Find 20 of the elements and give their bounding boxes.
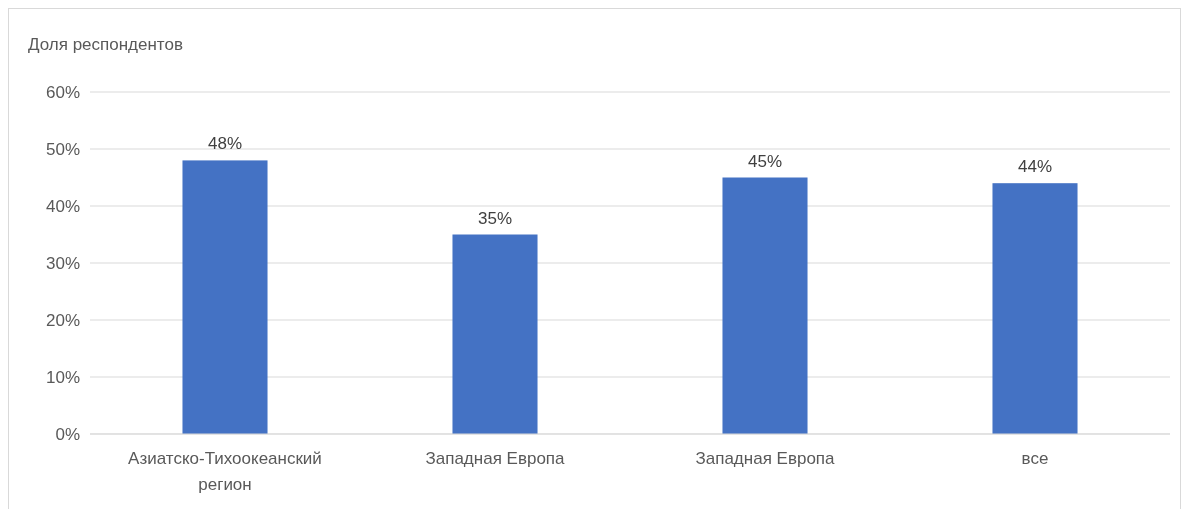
- y-tick-label: 50%: [45, 139, 80, 159]
- data-label: 35%: [477, 208, 513, 228]
- bar: [182, 160, 268, 434]
- y-tick-label: 10%: [45, 367, 80, 387]
- y-tick-label: 30%: [45, 253, 80, 273]
- y-tick-label: 20%: [45, 310, 80, 330]
- x-tick-label: Азиатско-Тихоокеанский регион: [128, 449, 322, 494]
- bar: [452, 234, 538, 434]
- x-tick-label: все: [1021, 449, 1049, 468]
- data-label: 48%: [207, 134, 243, 154]
- bar: [992, 183, 1078, 434]
- y-tick-label: 60%: [45, 82, 80, 102]
- x-tick-label: Западная Европа: [695, 449, 836, 468]
- data-label: 45%: [747, 151, 783, 171]
- x-tick-label: Западная Европа: [425, 449, 566, 468]
- bar: [722, 177, 808, 434]
- y-tick-label: 40%: [45, 196, 80, 216]
- y-axis-title: Доля респондентов: [28, 35, 183, 54]
- data-label: 44%: [1017, 157, 1053, 177]
- y-tick-label: 0%: [55, 424, 80, 444]
